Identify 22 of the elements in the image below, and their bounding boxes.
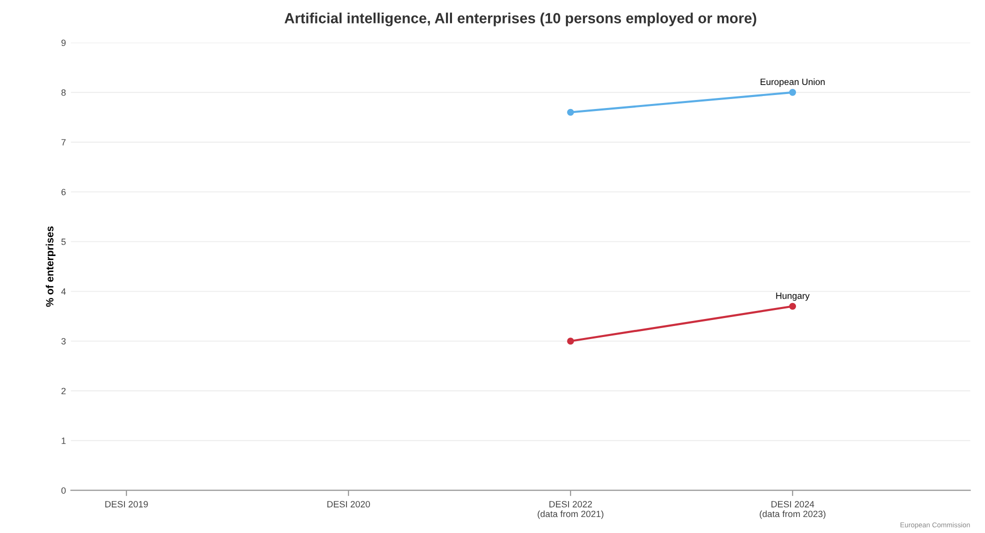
y-axis-title: % of enterprises bbox=[46, 226, 56, 307]
y-tick-label: 2 bbox=[61, 388, 66, 394]
series-label: Hungary bbox=[776, 292, 810, 301]
y-tick-label: 5 bbox=[61, 238, 66, 245]
y-tick-label: 4 bbox=[61, 288, 66, 295]
point bbox=[567, 338, 574, 345]
x-tick-label: DESI 2019 bbox=[105, 501, 148, 508]
y-tick-label: 6 bbox=[61, 188, 66, 196]
chart-title: Artificial intelligence, All enterprises (10 persons employed or more) bbox=[284, 12, 756, 26]
series-label: European Union bbox=[760, 78, 825, 87]
point bbox=[567, 108, 574, 116]
x-tick-label: DESI 2022 (data from 2021) bbox=[538, 501, 604, 519]
y-tick-label: 3 bbox=[61, 338, 66, 344]
y-tick-label: 8 bbox=[61, 89, 66, 96]
point bbox=[789, 88, 796, 96]
x-tick-label: DESI 2024 (data from 2023) bbox=[760, 501, 826, 519]
y-tick-label: 0 bbox=[61, 487, 66, 494]
point bbox=[789, 302, 796, 310]
y-tick-label: 9 bbox=[61, 40, 66, 46]
y-tick-label: 7 bbox=[62, 139, 66, 146]
x-tick-label: DESI 2020 bbox=[327, 501, 370, 508]
y-tick-label: 1 bbox=[62, 438, 66, 444]
